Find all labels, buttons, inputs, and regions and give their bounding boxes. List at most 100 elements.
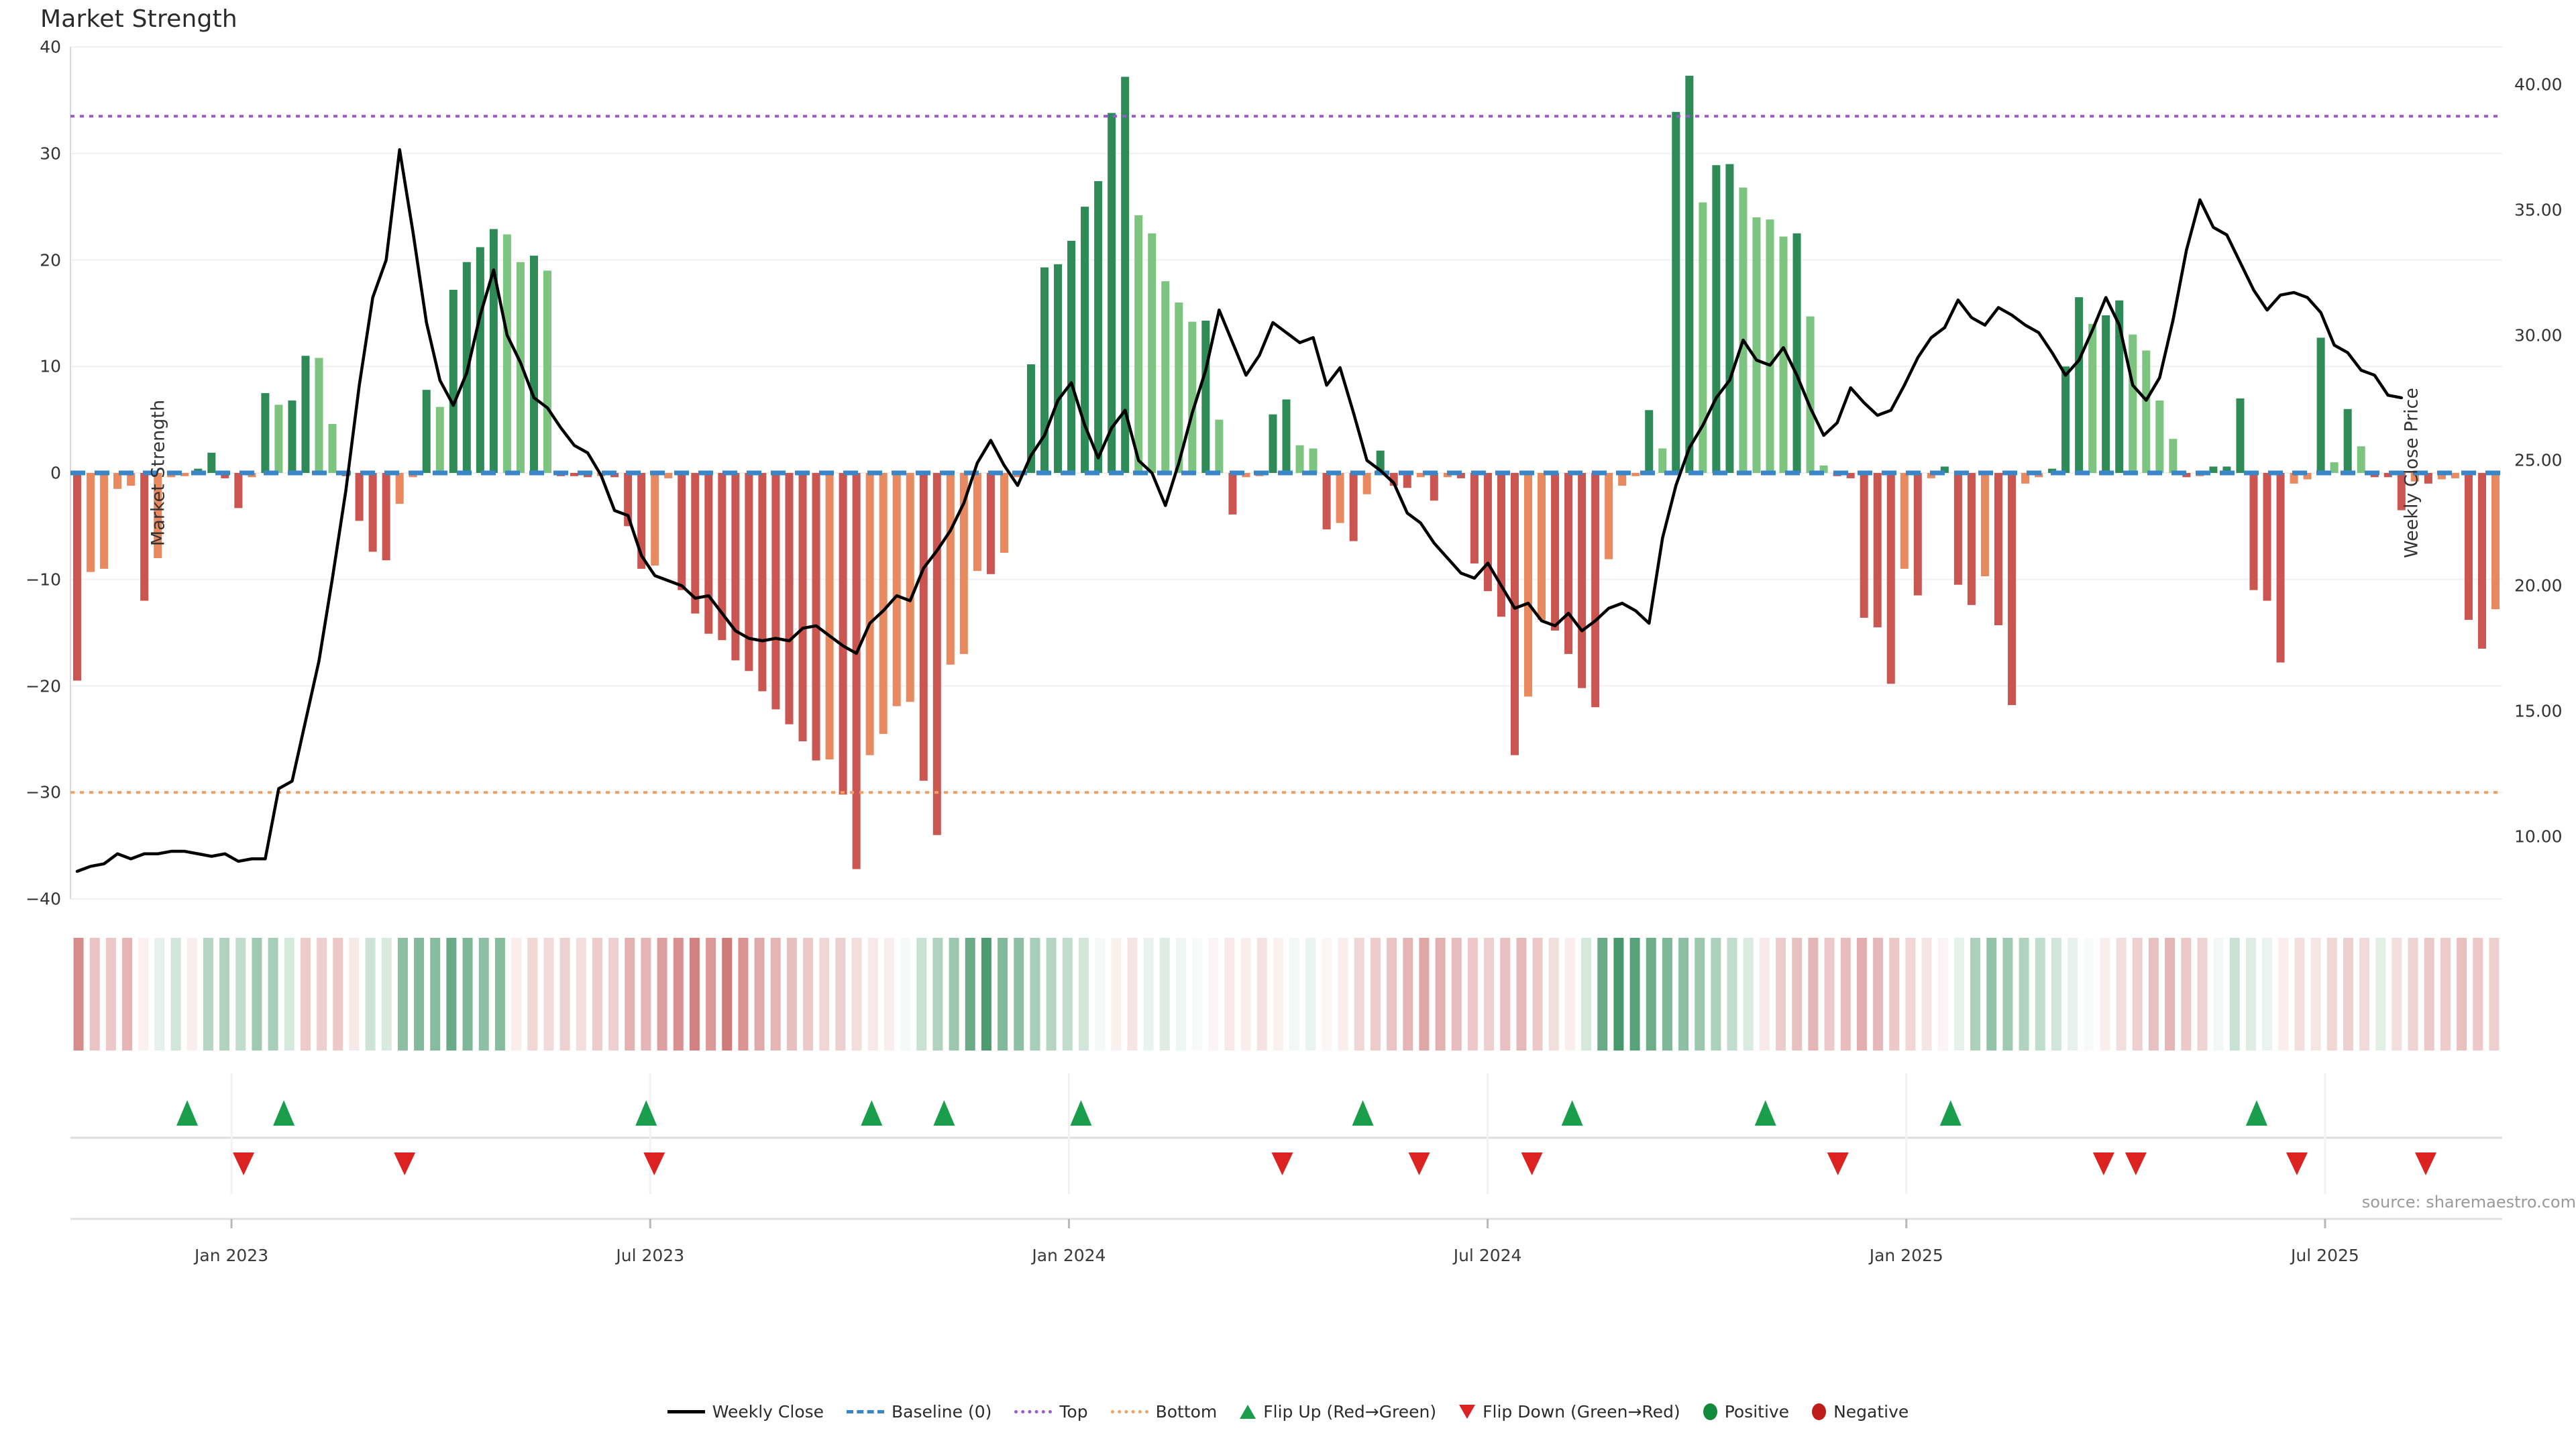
- right-axis-tick: 25.00: [2514, 450, 2563, 470]
- strength-bar: [1779, 236, 1788, 473]
- legend-item-flip-down[interactable]: Flip Down (Green→Red): [1459, 1402, 1680, 1421]
- heatmap-cell: [1289, 938, 1300, 1051]
- heatmap-cell: [819, 938, 830, 1051]
- legend-item-positive[interactable]: Positive: [1703, 1402, 1789, 1421]
- heatmap-cell: [1273, 938, 1283, 1051]
- flip-down-marker-icon: [394, 1152, 416, 1175]
- heatmap-cell: [1419, 938, 1430, 1051]
- flip-down-marker-icon: [1521, 1152, 1543, 1175]
- heatmap-cell: [883, 938, 894, 1051]
- heatmap-cell: [1776, 938, 1786, 1051]
- strength-bar: [1269, 414, 1277, 473]
- strength-bar: [1900, 473, 1909, 569]
- heatmap-cell: [381, 938, 392, 1051]
- heatmap-cell: [738, 938, 749, 1051]
- heatmap-cell: [867, 938, 878, 1051]
- strength-bar: [798, 473, 807, 742]
- strength-bar: [1336, 473, 1344, 523]
- heatmap-cell: [2213, 938, 2224, 1051]
- heatmap-cell: [1727, 938, 1737, 1051]
- heatmap-cell: [2440, 938, 2451, 1051]
- heatmap-cell: [1451, 938, 1462, 1051]
- strength-bar: [2397, 473, 2406, 511]
- heatmap-cell: [1192, 938, 1203, 1051]
- strength-bar: [637, 473, 646, 569]
- strength-bar: [745, 473, 753, 672]
- heatmap-cell: [154, 938, 165, 1051]
- legend-item-top[interactable]: Top: [1014, 1402, 1088, 1421]
- strength-bar: [73, 473, 82, 681]
- heatmap-cell: [2035, 938, 2045, 1051]
- strength-bar: [1873, 473, 1882, 628]
- strength-bar: [1712, 165, 1721, 473]
- heatmap-cell: [1743, 938, 1754, 1051]
- strength-bar: [1161, 281, 1170, 473]
- heatmap-cell: [462, 938, 473, 1051]
- x-axis-ticks: [70, 1218, 2502, 1228]
- strength-bar: [274, 405, 283, 473]
- strength-bar: [664, 473, 673, 478]
- legend-label: Weekly Close: [712, 1402, 824, 1421]
- heatmap-cell: [317, 938, 327, 1051]
- legend-item-negative[interactable]: Negative: [1812, 1402, 1909, 1421]
- heatmap-cell: [1175, 938, 1186, 1051]
- heatmap-cell: [965, 938, 975, 1051]
- heatmap-cell: [89, 938, 100, 1051]
- strength-bar: [1026, 364, 1035, 473]
- heatmap-cell: [2132, 938, 2143, 1051]
- heatmap-cell: [1354, 938, 1364, 1051]
- heatmap-cell: [2051, 938, 2061, 1051]
- strength-bar: [731, 473, 740, 661]
- heatmap-cell: [1711, 938, 1721, 1051]
- legend-label: Top: [1059, 1402, 1088, 1421]
- strength-bar: [1739, 187, 1748, 473]
- strength-bar: [906, 473, 914, 702]
- heatmap-cell: [592, 938, 602, 1051]
- heatmap-cell: [1095, 938, 1106, 1051]
- heatmap-cell: [1370, 938, 1381, 1051]
- strength-bar: [812, 473, 820, 761]
- strength-bar: [2437, 473, 2446, 480]
- left-axis-tick: −10: [25, 570, 61, 590]
- legend-label: Flip Up (Red→Green): [1263, 1402, 1437, 1421]
- heatmap-cell: [1905, 938, 1916, 1051]
- legend-item-weekly-close[interactable]: Weekly Close: [667, 1402, 824, 1421]
- strength-bar: [946, 473, 955, 665]
- heatmap-cell: [1484, 938, 1495, 1051]
- heatmap-cell: [1759, 938, 1770, 1051]
- strength-bar: [1860, 473, 1868, 618]
- x-axis-tick-label: Jul 2024: [1453, 1246, 1522, 1265]
- heatmap-cell: [1548, 938, 1559, 1051]
- flip-up-marker-icon: [635, 1100, 657, 1126]
- x-axis-tick-label: Jul 2023: [616, 1246, 685, 1265]
- heatmap-cell: [1792, 938, 1803, 1051]
- heatmap-cell: [608, 938, 619, 1051]
- strength-bar: [1578, 473, 1587, 688]
- strength-bar: [678, 473, 686, 590]
- strength-bar: [127, 473, 136, 486]
- heatmap-cell: [1613, 938, 1624, 1051]
- strength-bar: [355, 473, 364, 521]
- heatmap-cell: [689, 938, 700, 1051]
- heatmap-cell: [981, 938, 991, 1051]
- baseline-dash-icon: [847, 1410, 885, 1413]
- heatmap-cell: [1208, 938, 1219, 1051]
- strength-bar: [2316, 337, 2325, 473]
- strength-bar: [1430, 473, 1438, 501]
- heatmap-cell: [625, 938, 635, 1051]
- legend-item-flip-up[interactable]: Flip Up (Red→Green): [1240, 1402, 1436, 1421]
- legend-label: Baseline (0): [892, 1402, 992, 1421]
- strength-bar: [1470, 473, 1479, 564]
- strength-bar: [1927, 473, 1935, 478]
- heatmap-cell: [414, 938, 425, 1051]
- legend-item-baseline[interactable]: Baseline (0): [847, 1402, 991, 1421]
- strength-bar: [2491, 473, 2500, 610]
- heatmap-cell: [559, 938, 570, 1051]
- legend-item-bottom[interactable]: Bottom: [1110, 1402, 1217, 1421]
- flip-up-marker-icon: [2245, 1100, 2267, 1126]
- left-axis-tick: 20: [40, 250, 61, 270]
- strength-bar: [221, 473, 229, 478]
- heatmap-cell: [770, 938, 781, 1051]
- heatmap-cell: [2229, 938, 2240, 1051]
- heatmap-cell: [446, 938, 457, 1051]
